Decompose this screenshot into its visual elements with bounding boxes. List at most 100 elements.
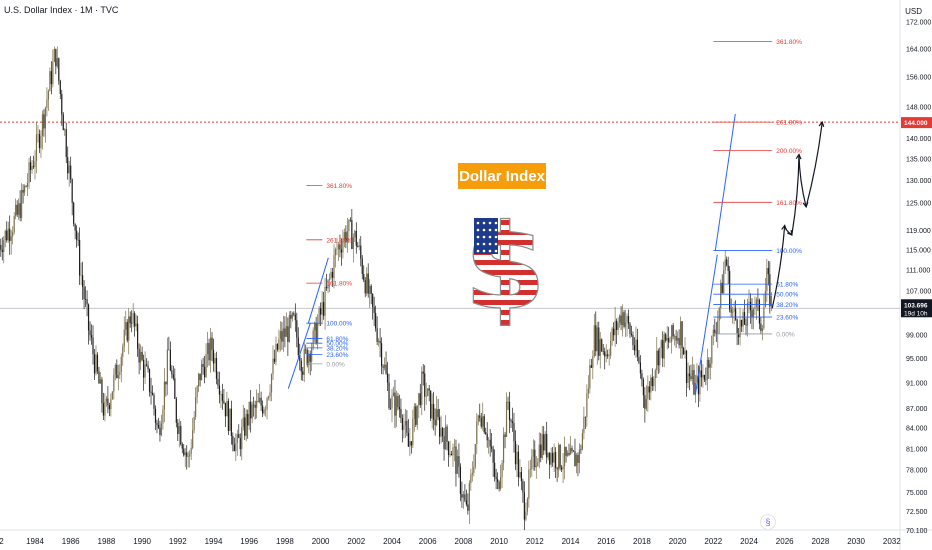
candle-body (447, 441, 450, 456)
y-tick-label: 84.000 (906, 426, 928, 433)
candle-body (336, 248, 338, 250)
candle-body (297, 337, 299, 356)
x-tick-label: 1998 (276, 537, 294, 546)
candle-body (169, 349, 171, 371)
candle-body (349, 219, 351, 221)
candle-body (138, 348, 140, 363)
candle-body (160, 423, 163, 436)
candle-body (589, 365, 591, 389)
candle-body (190, 447, 192, 454)
candle-body (189, 453, 191, 457)
candle-body (502, 434, 505, 463)
candle-body (581, 433, 583, 450)
candle-body (610, 340, 612, 356)
candle-body (727, 265, 729, 271)
current-price-tag (901, 299, 932, 318)
candle-body (604, 351, 606, 357)
candle-body (154, 408, 157, 423)
candle-body (71, 179, 73, 203)
candle-body (627, 316, 630, 324)
candle-body (547, 452, 549, 458)
candle-body (443, 436, 445, 450)
fib-level-label: 23.60% (776, 315, 798, 322)
candle-body (677, 338, 679, 341)
candle-body (99, 379, 102, 384)
candle-body (691, 370, 694, 380)
flag-star (482, 228, 486, 232)
x-tick-label: 2014 (562, 537, 580, 546)
candle-body (239, 437, 241, 450)
fib-level-label: 38.20% (326, 345, 348, 352)
candle-body (730, 309, 732, 313)
candle-body (583, 416, 585, 434)
candle-body (575, 455, 578, 467)
candle-body (1, 249, 3, 252)
y-tick-label: 135.000 (906, 157, 931, 164)
candle-body (26, 182, 29, 187)
candle-body (46, 99, 48, 108)
candle-body (523, 492, 525, 520)
tradingview-logo-icon[interactable]: § (760, 514, 776, 530)
candle-body (126, 322, 128, 341)
candle-body (553, 452, 555, 463)
candle-body (147, 365, 149, 370)
currency-label: USD (905, 7, 922, 16)
candle-body (35, 134, 38, 162)
x-tick-label: 2008 (455, 537, 473, 546)
candle-body (483, 416, 485, 433)
candle-body (339, 244, 341, 250)
x-tick-label: 82 (0, 537, 4, 546)
candle-body (342, 241, 344, 253)
candle-body (598, 327, 600, 356)
y-tick-label: 156.000 (906, 75, 931, 82)
candle-body (151, 392, 154, 395)
candle-body (406, 420, 408, 433)
candle-body (31, 166, 33, 171)
candle-body (363, 274, 365, 281)
candle-body (84, 299, 87, 300)
candle-body (441, 428, 444, 437)
candle-body (221, 394, 224, 401)
candle-body (257, 401, 259, 402)
y-tick-label: 140.000 (906, 136, 931, 143)
candle-body (513, 422, 515, 442)
candle-body (64, 129, 66, 131)
candle-body (522, 481, 524, 493)
fib-extension-label: 161.80% (326, 281, 352, 288)
candle-body (763, 307, 765, 329)
candle-body (208, 343, 210, 361)
candle-body (696, 375, 698, 383)
candle-body (507, 401, 509, 403)
candle-body (668, 337, 670, 343)
candle-body (462, 494, 464, 498)
fib-extension-line (714, 113, 736, 251)
candle-body (498, 481, 500, 489)
candle-body (52, 61, 54, 85)
candle-body (645, 399, 647, 409)
candle-body (630, 333, 633, 336)
candle-body (754, 306, 756, 309)
candle-body (732, 311, 734, 313)
candle-body (559, 444, 561, 468)
candle-body (369, 285, 371, 294)
candle-body (755, 299, 758, 307)
candle-body (467, 504, 469, 511)
candle-body (128, 316, 130, 341)
projection-segment (805, 122, 823, 208)
candle-body (647, 386, 649, 400)
candle-body (32, 166, 35, 168)
candle-body (587, 388, 589, 394)
candle-body (458, 456, 460, 467)
x-tick-label: 2004 (383, 537, 401, 546)
candle-body (752, 308, 755, 317)
candle-body (550, 452, 552, 465)
candle-body (360, 245, 362, 259)
candle-body (15, 204, 17, 217)
y-tick-label: 172.000 (906, 19, 931, 26)
candle-body (290, 314, 292, 319)
candle-body (528, 469, 530, 499)
candle-body (468, 483, 470, 511)
candle-body (452, 447, 454, 456)
candle-body (422, 371, 424, 374)
